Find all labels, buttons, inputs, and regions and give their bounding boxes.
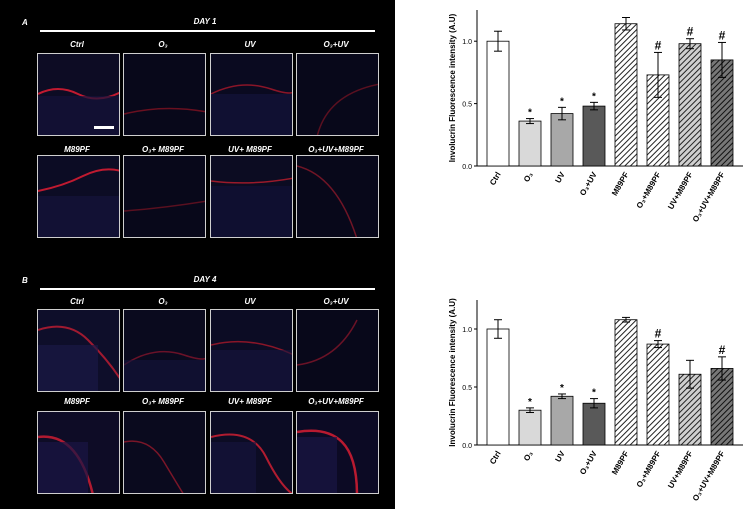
micrograph-b-o3m89pf bbox=[123, 411, 206, 494]
y-tick-label: 0.0 bbox=[462, 443, 472, 450]
micrograph-b-o3uvm89pf bbox=[296, 411, 379, 494]
panel-a-letter: A bbox=[22, 18, 28, 27]
micrograph-a-m89pf bbox=[37, 155, 120, 238]
micrograph-b-uvm89pf bbox=[210, 411, 293, 494]
x-tick-label: O₃+UV bbox=[578, 449, 599, 476]
bar bbox=[486, 40, 510, 167]
label-a-r2-c2: O₃+ M89PF bbox=[141, 145, 185, 154]
bar bbox=[678, 43, 702, 167]
x-tick-label: O₃ bbox=[522, 170, 535, 183]
micrograph-a-uvm89pf bbox=[210, 155, 293, 238]
x-tick-label: O₃+M89PF bbox=[635, 449, 663, 489]
x-tick-label: O₃+UV+M89PF bbox=[691, 170, 727, 223]
y-tick-label: 1.0 bbox=[462, 327, 472, 334]
y-axis-label: Involucrin Fluorescence intensity (A.U) bbox=[448, 13, 457, 162]
micrograph-a-o3m89pf bbox=[123, 155, 206, 238]
micrograph-b-ctrl bbox=[37, 309, 120, 392]
micrograph-b-o3 bbox=[123, 309, 206, 392]
bar-chart-day1: 0.0 0.5 1.0 Involucrin Fluorescence intensi… bbox=[448, 10, 743, 224]
label-a-r2-c4: O₃+UV+M89PF bbox=[308, 145, 364, 154]
label-a-r1-c1: Ctrl bbox=[70, 40, 84, 49]
significance-mark: # bbox=[655, 38, 662, 52]
micrograph-a-o3uvm89pf bbox=[296, 155, 379, 238]
label-b-r2-c1: M89PF bbox=[64, 397, 90, 406]
microscopy-panel: A DAY 1 Ctrl O₃ UV O₃+UV M89PF O₃+ M89PF… bbox=[0, 0, 395, 509]
label-a-r1-c3: UV bbox=[244, 40, 256, 49]
panel-a-day: DAY 1 bbox=[193, 17, 217, 26]
bar bbox=[518, 409, 542, 446]
bar-chart-day4: 0.0 0.5 1.0 Involucrin Fluorescence intensi… bbox=[448, 298, 743, 503]
significance-mark: * bbox=[528, 397, 532, 408]
x-tick-label: UV+M89PF bbox=[666, 449, 695, 490]
micrograph-b-m89pf bbox=[37, 411, 120, 494]
bar bbox=[582, 105, 606, 167]
label-b-r1-c3: UV bbox=[244, 297, 256, 306]
significance-mark: * bbox=[528, 108, 532, 119]
significance-mark: * bbox=[592, 91, 596, 102]
bar bbox=[582, 402, 606, 446]
label-b-r1-c4: O₃+UV bbox=[323, 297, 349, 306]
x-tick-label: O₃+M89PF bbox=[635, 170, 663, 210]
label-b-r2-c2: O₃+ M89PF bbox=[141, 397, 185, 406]
significance-mark: * bbox=[592, 388, 596, 399]
label-a-r2-c3: UV+ M89PF bbox=[228, 145, 272, 154]
micrograph-b-o3uv bbox=[296, 309, 379, 392]
label-a-r2-c1: M89PF bbox=[64, 145, 90, 154]
x-tick-label: UV bbox=[553, 170, 567, 185]
x-tick-label: O₃ bbox=[522, 449, 535, 462]
label-b-r1-c1: Ctrl bbox=[70, 297, 84, 306]
significance-mark: # bbox=[655, 327, 662, 341]
bar bbox=[646, 343, 670, 446]
panel-a-rule bbox=[40, 30, 375, 32]
panel-b-day: DAY 4 bbox=[193, 275, 217, 284]
y-tick-label: 0.0 bbox=[462, 164, 472, 171]
x-tick-label: M89PF bbox=[610, 170, 631, 197]
y-tick-label: 0.5 bbox=[462, 102, 472, 109]
label-b-r1-c2: O₃ bbox=[158, 297, 168, 306]
x-tick-label: Ctrl bbox=[488, 450, 503, 466]
y-tick-label: 1.0 bbox=[462, 39, 472, 46]
x-tick-label: O₃+UV bbox=[578, 170, 599, 197]
micrograph-b-uv bbox=[210, 309, 293, 392]
bar bbox=[550, 113, 574, 167]
bar bbox=[550, 395, 574, 446]
bar bbox=[518, 120, 542, 167]
bar bbox=[486, 328, 510, 446]
y-tick-label: 0.5 bbox=[462, 385, 472, 392]
micrograph-a-uv bbox=[210, 53, 293, 136]
significance-mark: # bbox=[687, 25, 694, 39]
scale-bar bbox=[94, 126, 114, 129]
x-tick-label: UV bbox=[553, 449, 567, 464]
x-tick-label: Ctrl bbox=[488, 171, 503, 187]
x-tick-label: M89PF bbox=[610, 449, 631, 476]
significance-mark: # bbox=[719, 343, 726, 357]
x-tick-label: O₃+UV+M89PF bbox=[691, 449, 727, 502]
bar bbox=[614, 319, 638, 446]
label-a-r1-c4: O₃+UV bbox=[323, 40, 349, 49]
panel-b-letter: B bbox=[22, 276, 28, 285]
micrograph-a-o3uv bbox=[296, 53, 379, 136]
significance-mark: * bbox=[560, 383, 564, 394]
significance-mark: # bbox=[719, 28, 726, 42]
bar bbox=[614, 23, 638, 167]
significance-mark: * bbox=[560, 96, 564, 107]
micrograph-a-ctrl bbox=[37, 53, 120, 136]
panel-b-rule bbox=[40, 288, 375, 290]
label-a-r1-c2: O₃ bbox=[158, 40, 168, 49]
label-b-r2-c3: UV+ M89PF bbox=[228, 397, 272, 406]
y-axis-label: Involucrin Fluorescence intensity (A.U) bbox=[448, 298, 457, 447]
label-b-r2-c4: O₃+UV+M89PF bbox=[308, 397, 364, 406]
micrograph-a-o3 bbox=[123, 53, 206, 136]
x-tick-label: UV+M89PF bbox=[666, 170, 695, 211]
